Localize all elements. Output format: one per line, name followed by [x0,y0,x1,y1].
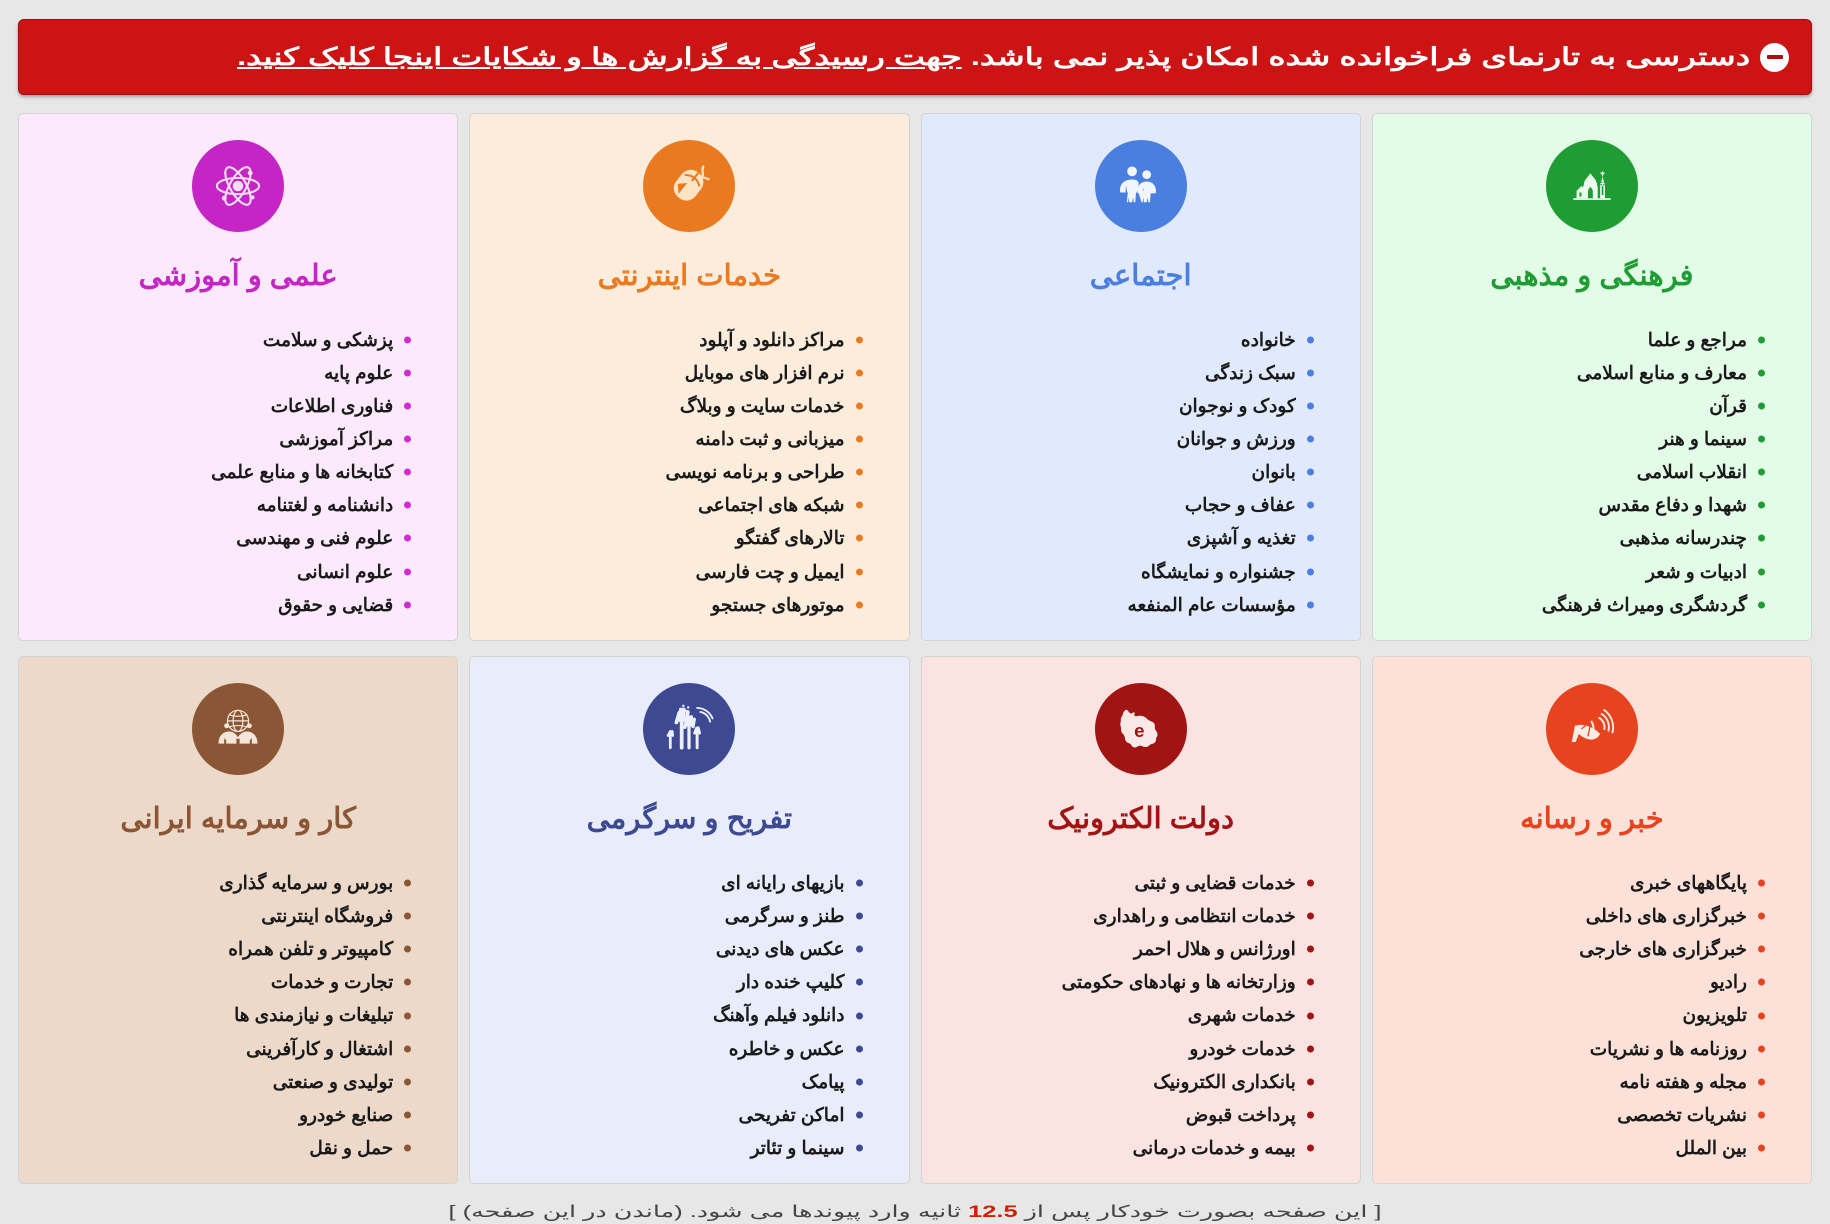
svg-text:e: e [1134,720,1144,741]
